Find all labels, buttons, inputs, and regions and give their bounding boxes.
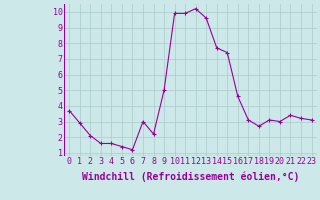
X-axis label: Windchill (Refroidissement éolien,°C): Windchill (Refroidissement éolien,°C)	[82, 172, 299, 182]
